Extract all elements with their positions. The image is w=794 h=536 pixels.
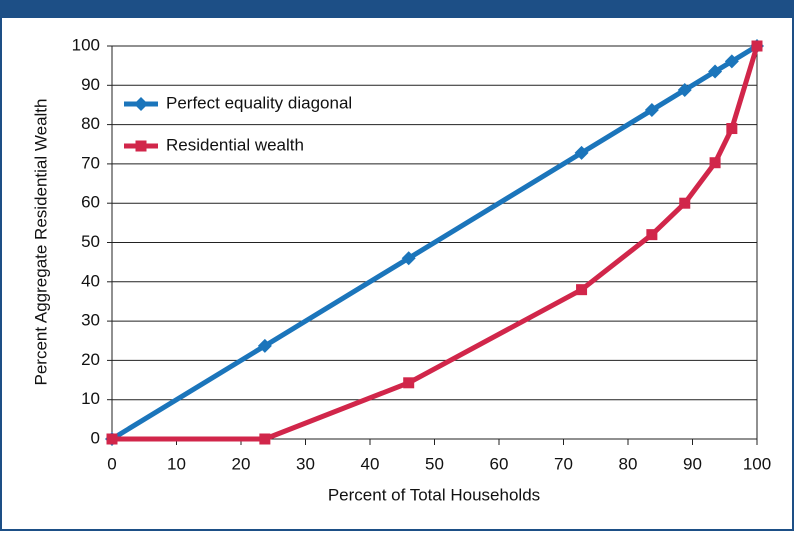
y-tick-label: 20	[81, 350, 100, 369]
marker	[403, 377, 415, 389]
y-tick-label: 100	[72, 35, 100, 54]
marker	[677, 83, 692, 98]
marker	[724, 54, 739, 69]
y-tick-label: 60	[81, 193, 100, 212]
x-tick-label: 0	[107, 454, 116, 473]
y-axis-label: Percent Aggregate Residential Wealth	[31, 99, 50, 386]
x-tick-label: 10	[167, 454, 186, 473]
y-tick-label: 0	[91, 428, 100, 447]
y-tick-label: 70	[81, 153, 100, 172]
marker	[401, 251, 416, 266]
marker	[679, 197, 691, 209]
x-tick-label: 30	[296, 454, 315, 473]
x-tick-label: 100	[743, 454, 771, 473]
y-tick-label: 40	[81, 271, 100, 290]
marker	[708, 64, 723, 79]
legend-label: Perfect equality diagonal	[166, 93, 352, 112]
marker	[646, 229, 658, 241]
x-tick-label: 80	[619, 454, 638, 473]
y-tick-label: 80	[81, 114, 100, 133]
marker	[726, 123, 738, 135]
x-tick-label: 40	[361, 454, 380, 473]
marker	[106, 433, 118, 445]
x-tick-label: 20	[232, 454, 251, 473]
legend-marker	[135, 140, 147, 152]
marker	[259, 433, 271, 445]
x-tick-label: 90	[683, 454, 702, 473]
legend-label: Residential wealth	[166, 135, 304, 154]
marker	[574, 145, 589, 160]
marker	[257, 338, 272, 353]
legend-marker	[134, 97, 148, 111]
y-tick-label: 30	[81, 311, 100, 330]
header-band	[0, 0, 794, 18]
plot-area	[111, 45, 758, 440]
x-tick-label: 50	[425, 454, 444, 473]
x-tick-label: 70	[554, 454, 573, 473]
x-axis-label: Percent of Total Households	[328, 485, 540, 504]
marker	[644, 103, 659, 118]
marker	[751, 40, 763, 52]
x-tick-label: 60	[490, 454, 509, 473]
y-tick-label: 10	[81, 389, 100, 408]
marker	[709, 157, 721, 169]
y-tick-label: 50	[81, 232, 100, 251]
marker	[576, 284, 588, 296]
y-tick-label: 90	[81, 75, 100, 94]
